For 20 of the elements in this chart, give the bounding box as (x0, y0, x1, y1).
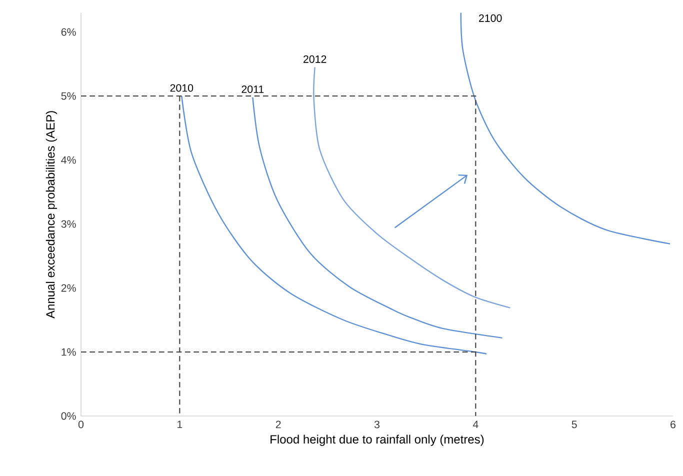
x-tick-label: 6 (670, 420, 676, 428)
x-tick-label: 2 (276, 420, 281, 428)
y-tick-label: 6% (61, 28, 76, 36)
x-tick-label: 0 (78, 420, 84, 428)
y-tick-label: 3% (61, 220, 76, 228)
x-tick-label: 5 (572, 420, 577, 428)
series-label: 2012 (304, 55, 326, 63)
x-tick-label: 3 (374, 420, 380, 428)
y-tick-label: 2% (61, 284, 76, 292)
x-tick-label: 1 (178, 420, 182, 428)
series-label: 2010 (170, 84, 194, 92)
series-label: 2100 (479, 14, 502, 22)
series-label: 2011 (242, 85, 264, 94)
y-tick-label: 0% (61, 412, 76, 420)
y-axis-title: Annual exceedance probabilities (AEP) (46, 111, 58, 318)
y-tick-label: 1% (62, 348, 76, 356)
x-axis-title: Flood height due to rainfall only (metres) (270, 434, 484, 446)
y-tick-label: 4% (61, 156, 76, 164)
y-tick-label: 5% (61, 92, 76, 100)
x-tick-label: 4 (472, 420, 478, 428)
